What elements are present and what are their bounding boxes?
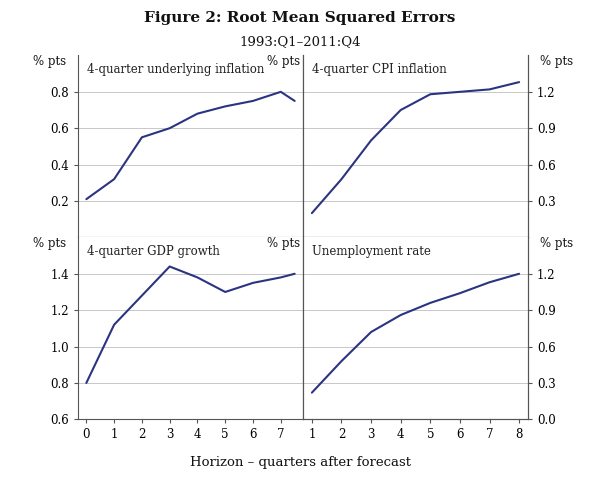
Text: 1993:Q1–2011:Q4: 1993:Q1–2011:Q4	[239, 35, 361, 48]
Text: 4-quarter CPI inflation: 4-quarter CPI inflation	[312, 63, 447, 76]
Text: 4-quarter underlying inflation: 4-quarter underlying inflation	[87, 63, 265, 76]
Text: % pts: % pts	[33, 237, 66, 250]
Text: Horizon – quarters after forecast: Horizon – quarters after forecast	[190, 455, 410, 469]
Text: % pts: % pts	[540, 237, 573, 250]
Text: Figure 2: Root Mean Squared Errors: Figure 2: Root Mean Squared Errors	[145, 11, 455, 25]
Text: % pts: % pts	[267, 237, 300, 250]
Text: % pts: % pts	[540, 55, 573, 68]
Text: Unemployment rate: Unemployment rate	[312, 245, 431, 258]
Text: 4-quarter GDP growth: 4-quarter GDP growth	[87, 245, 220, 258]
Text: % pts: % pts	[267, 55, 300, 68]
Text: % pts: % pts	[33, 55, 66, 68]
